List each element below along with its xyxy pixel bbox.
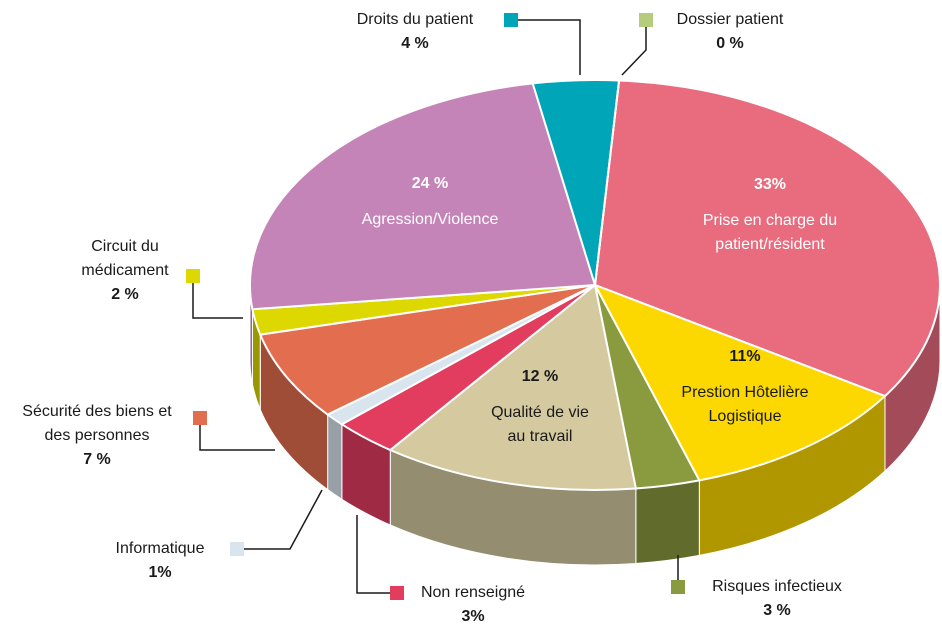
slice-label: Circuit du médicament 2 % <box>70 235 180 307</box>
category-label: Dossier patient <box>676 11 784 28</box>
legend-swatch <box>193 411 207 425</box>
slice <box>258 284 596 416</box>
value-label: 2 % <box>111 286 139 303</box>
legend-swatch <box>186 269 200 283</box>
leader-line <box>621 27 647 76</box>
legend-swatch <box>390 586 404 600</box>
value-label: 0 % <box>716 35 744 52</box>
leader-line <box>199 425 275 451</box>
slice-label: Dossier patient 0 % <box>640 8 820 56</box>
category-label: Informatique <box>115 540 205 557</box>
value-label: 4 % <box>401 35 429 52</box>
value-label: 7 % <box>83 451 111 468</box>
category-label: Droits du patient <box>356 11 474 28</box>
value-label: 33% <box>753 176 787 193</box>
slice-label: Risques infectieux 3 % <box>687 575 867 623</box>
value-label: 3% <box>461 608 485 625</box>
category-label: Qualité de vie au travail <box>491 404 589 445</box>
slice-side <box>327 413 343 501</box>
legend-swatch <box>639 13 653 27</box>
slice-label: Sécurité des biens et des personnes 7 % <box>22 400 172 472</box>
slice-label: 11% Prestion Hôtelière Logistique <box>670 345 820 429</box>
slice <box>388 283 638 491</box>
legend-swatch <box>504 13 518 27</box>
value-label: 12 % <box>521 368 559 385</box>
slice-label: 12 % Qualité de vie au travail <box>480 365 600 449</box>
leader-line <box>356 515 392 594</box>
slice-side <box>635 479 700 565</box>
category-label: Sécurité des biens et des personnes <box>22 403 172 444</box>
leader-line <box>192 283 243 319</box>
value-label: 1% <box>148 564 172 581</box>
slice-label: Droits du patient 4 % <box>315 8 515 56</box>
legend-swatch <box>230 542 244 556</box>
category-label: Prestion Hôtelière Logistique <box>681 384 809 425</box>
category-label: Agression/Violence <box>361 211 499 228</box>
category-label: Risques infectieux <box>712 578 842 595</box>
value-label: 24 % <box>411 175 449 192</box>
value-label: 3 % <box>763 602 791 619</box>
category-label: Non renseigné <box>420 584 526 601</box>
slice-label: 24 % Agression/Violence <box>330 172 530 232</box>
leader-line <box>244 489 323 550</box>
slice <box>249 82 597 311</box>
slice <box>594 80 621 286</box>
value-label: 11% <box>729 348 761 365</box>
category-label: Prise en charge du patient/résident <box>702 212 838 253</box>
slice-label: 33% Prise en charge du patient/résident <box>680 173 860 257</box>
slice <box>592 283 887 482</box>
leader-line <box>518 19 581 75</box>
slice-label: Informatique 1% <box>90 537 230 585</box>
category-label: Circuit du médicament <box>81 238 169 279</box>
slice-label: Non renseigné 3% <box>398 581 548 629</box>
legend-swatch <box>671 580 685 594</box>
